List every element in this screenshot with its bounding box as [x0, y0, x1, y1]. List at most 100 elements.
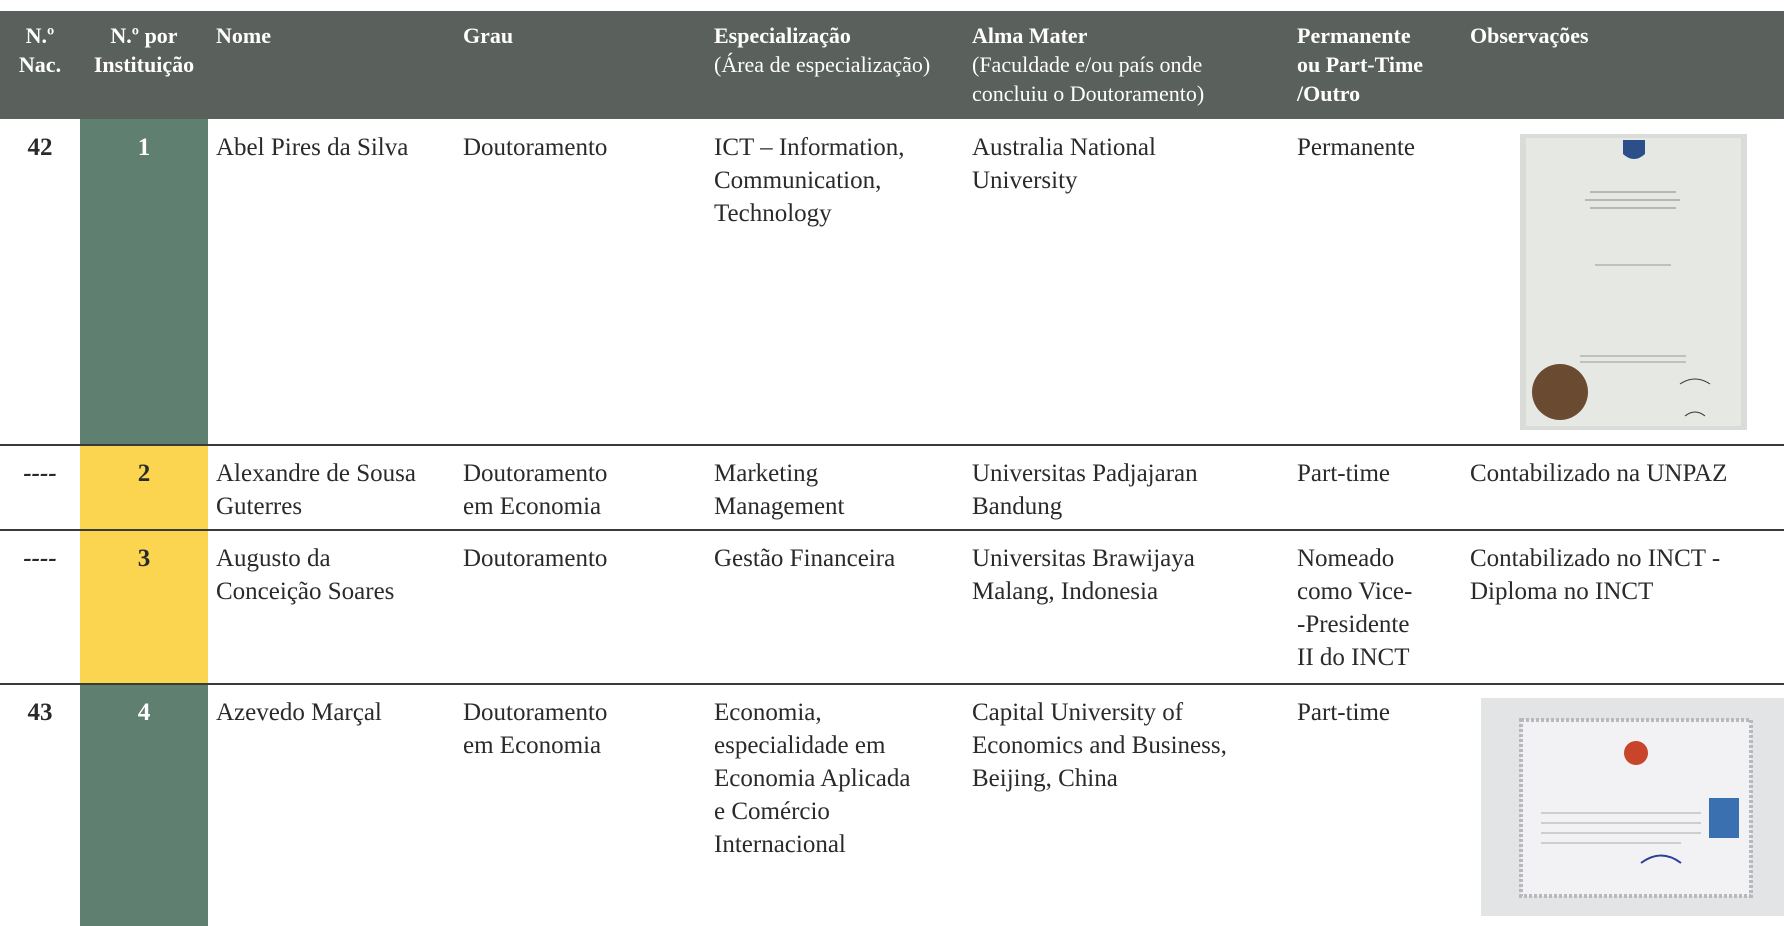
cell-text: Marketing: [714, 460, 819, 487]
cell-text: 43: [27, 699, 53, 726]
cell-text: ----: [23, 545, 57, 572]
cell-text: e Comércio: [714, 798, 830, 825]
table-cell: Gestão Financeira: [706, 530, 964, 575]
cell-text: Abel Pires da Silva: [216, 134, 409, 161]
cell-text: Universitas Brawijaya: [972, 545, 1195, 572]
table-cell: Universitas Padjajaran Bandung: [964, 445, 1289, 523]
cell-text: Bandung: [972, 493, 1063, 520]
institution-cell: [80, 530, 208, 684]
cell-text: 2: [137, 460, 151, 487]
header-text: Instituição: [93, 52, 195, 77]
table-cell: Augusto da Conceição Soares: [208, 530, 455, 608]
table-cell: Marketing Management: [706, 445, 964, 523]
header-text: Especialização: [714, 23, 851, 48]
header-text: Alma Mater: [972, 23, 1088, 48]
header-subtext: (Área de especialização): [714, 52, 931, 77]
header-text: Observações: [1470, 23, 1589, 48]
cell-text: Part-time: [1297, 460, 1391, 487]
cell-text: II do INCT: [1297, 644, 1410, 671]
cell-text: Economia Aplicada: [714, 765, 911, 792]
cell-text: 3: [137, 545, 151, 572]
header-cell: N.º por Instituição: [80, 11, 208, 79]
table-cell: Doutoramento em Economia: [455, 445, 706, 523]
header-text: /Outro: [1297, 81, 1361, 106]
cell-text: como Vice-: [1297, 578, 1413, 605]
cell-text: Universitas Padjajaran: [972, 460, 1198, 487]
table-cell: ----: [0, 530, 80, 575]
table-cell: Abel Pires da Silva: [208, 119, 455, 164]
table-cell: [1462, 684, 1784, 696]
cell-text: Diploma no INCT: [1470, 578, 1654, 605]
institution-cell: [80, 684, 208, 926]
table-cell: Contabilizado na UNPAZ: [1462, 445, 1784, 490]
table-cell: [1462, 119, 1784, 131]
cell-text: Technology: [714, 200, 832, 227]
institution-number: 1: [80, 119, 208, 164]
header-cell: Permanente ou Part-Time/Outro: [1289, 11, 1462, 108]
header-text: ou Part-Time: [1297, 52, 1424, 77]
cell-text: Part-time: [1297, 699, 1391, 726]
cell-text: Alexandre de Sousa: [216, 460, 416, 487]
cell-text: Economics and Business,: [972, 732, 1227, 759]
header-cell: N.º Nac.: [0, 11, 80, 79]
cell-text: Doutoramento: [463, 460, 608, 487]
certificate-photo: [1520, 134, 1747, 430]
row-rule: [0, 683, 1784, 685]
table-cell: Azevedo Marçal: [208, 684, 455, 729]
institution-cell: [80, 119, 208, 445]
header-text: Permanente: [1297, 23, 1411, 48]
cell-text: Permanente: [1297, 134, 1416, 161]
cell-text: Economia,: [714, 699, 822, 726]
cell-text: 1: [137, 134, 151, 161]
header-text: N.º: [25, 23, 55, 48]
cell-text: Management: [714, 493, 845, 520]
header-cell: Nome: [208, 11, 455, 50]
cell-text: Doutoramento: [463, 545, 608, 572]
cell-text: Capital University of: [972, 699, 1184, 726]
row-rule: [0, 529, 1784, 531]
cell-text: especialidade em: [714, 732, 886, 759]
header-text: N.º por: [110, 23, 178, 48]
cell-text: University: [972, 167, 1078, 194]
cell-text: 4: [137, 699, 151, 726]
table-cell: Permanente: [1289, 119, 1462, 164]
header-cell: Especialização (Área de especialização): [706, 11, 964, 79]
cell-text: Gestão Financeira: [714, 545, 896, 572]
cell-text: Conceição Soares: [216, 578, 395, 605]
cell-text: Doutoramento: [463, 134, 608, 161]
header-subtext: concluiu o Doutoramento): [972, 81, 1205, 106]
table-cell: Doutoramento: [455, 530, 706, 575]
institution-number: 3: [80, 530, 208, 575]
table-cell: 43: [0, 684, 80, 729]
cell-text: Contabilizado na UNPAZ: [1470, 460, 1728, 487]
cell-text: Augusto da: [216, 545, 331, 572]
cell-text: Malang, Indonesia: [972, 578, 1159, 605]
table-cell: ----: [0, 445, 80, 490]
header-subtext: (Faculdade e/ou país onde: [972, 52, 1203, 77]
cell-text: Communication,: [714, 167, 882, 194]
cell-text: em Economia: [463, 732, 602, 759]
cell-text: em Economia: [463, 493, 602, 520]
header-text: Nome: [216, 23, 271, 48]
table-cell: Doutoramento em Economia: [455, 684, 706, 762]
cell-text: Internacional: [714, 831, 846, 858]
table-cell: Universitas Brawijaya Malang, Indonesia: [964, 530, 1289, 608]
row-rule: [0, 444, 1784, 446]
cell-text: Azevedo Marçal: [216, 699, 382, 726]
table-cell: 42: [0, 119, 80, 164]
table-cell: Capital University of Economics and Busin…: [964, 684, 1289, 795]
institution-number: 2: [80, 445, 208, 490]
cell-text: -Presidente: [1297, 611, 1410, 638]
header-text: Grau: [463, 23, 514, 48]
cell-text: ICT – Information,: [714, 134, 905, 161]
cell-text: Beijing, China: [972, 765, 1118, 792]
institution-cell: [80, 445, 208, 530]
table-cell: Part-time: [1289, 684, 1462, 729]
cell-text: Australia National: [972, 134, 1156, 161]
table-cell: Contabilizado no INCT - Diploma no INCT: [1462, 530, 1784, 608]
table-cell: Doutoramento: [455, 119, 706, 164]
table-cell: Alexandre de Sousa Guterres: [208, 445, 455, 523]
header-cell: Grau: [455, 11, 706, 50]
table-cell: Australia National University: [964, 119, 1289, 197]
